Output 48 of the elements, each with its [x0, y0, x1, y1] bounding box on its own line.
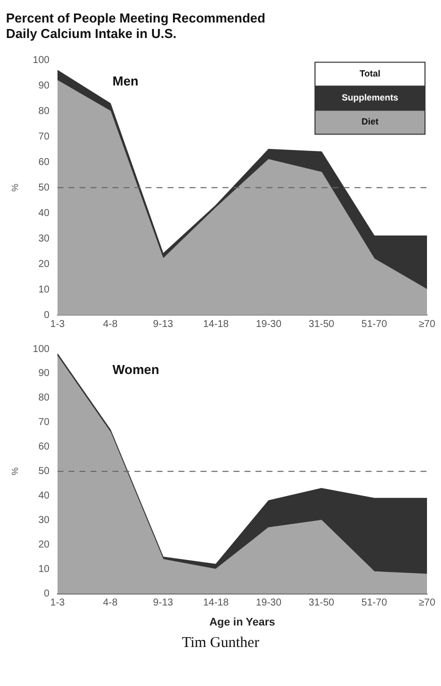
- x-tick-label: 9-13: [153, 318, 174, 330]
- y-tick-label: 100: [32, 54, 50, 66]
- x-tick-label: 1-3: [50, 318, 66, 330]
- y-tick-label: 80: [38, 392, 50, 404]
- x-tick-label: 31-50: [308, 598, 335, 609]
- y-tick-label: 70: [38, 417, 50, 428]
- y-axis-title: %: [10, 184, 20, 192]
- y-tick-label: 20: [38, 540, 50, 551]
- y-tick-label: 10: [38, 284, 50, 296]
- y-tick-label: 40: [38, 208, 50, 219]
- y-tick-label: 60: [38, 442, 50, 453]
- y-tick-label: 50: [38, 466, 50, 478]
- y-tick-label: 30: [38, 233, 50, 244]
- legend-title: Total: [360, 68, 380, 79]
- y-tick-label: 90: [38, 80, 50, 92]
- text: Diet: [362, 116, 379, 127]
- y-tick-label: 90: [38, 368, 50, 380]
- y-tick-label: 70: [38, 131, 50, 142]
- y-tick-label: 10: [38, 564, 50, 576]
- x-axis-title: Age in Years: [209, 616, 276, 628]
- text: Tim Gunther: [180, 635, 260, 652]
- y-axis-title: %: [10, 467, 20, 476]
- y-tick-label: 40: [38, 490, 50, 502]
- y-tick-label: 0: [44, 310, 50, 321]
- x-tick-label: 4-8: [103, 598, 118, 609]
- x-tick-label: 14-18: [203, 598, 230, 609]
- y-tick-label: 20: [38, 258, 50, 270]
- x-tick-label: 14-18: [203, 318, 230, 330]
- x-tick-label: 19-30: [256, 318, 282, 330]
- y-tick-label: 80: [38, 106, 50, 117]
- text: Supplements: [342, 92, 398, 103]
- chart-title: Percent of People Meeting Recommended Daily Calcium Intake in U.S.: [6, 10, 266, 41]
- x-tick-label: 1-3: [50, 598, 66, 609]
- y-tick-label: 100: [32, 344, 50, 355]
- y-tick-label: 30: [38, 515, 50, 526]
- y-tick-label: 0: [44, 588, 50, 600]
- x-tick-label: ≥70: [418, 598, 436, 609]
- x-tick-label: 4-8: [103, 318, 118, 330]
- y-tick-label: 60: [38, 156, 50, 168]
- x-tick-label: 31-50: [308, 318, 335, 330]
- x-tick-label: 9-13: [153, 598, 174, 609]
- y-tick-label: 50: [38, 182, 50, 194]
- annotation: Women: [112, 362, 160, 378]
- x-tick-label: 19-30: [256, 598, 282, 609]
- x-tick-label: ≥70: [418, 318, 436, 330]
- annotation: Men: [112, 73, 139, 88]
- x-tick-label: 51-70: [361, 598, 388, 609]
- x-tick-label: 51-70: [361, 318, 388, 330]
